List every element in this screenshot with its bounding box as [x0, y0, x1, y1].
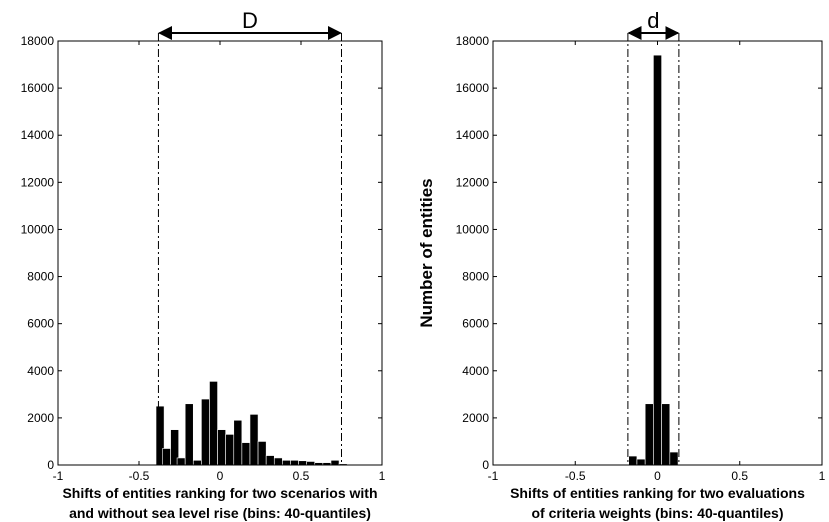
x-axis-label-line-2: and without sea level rise (bins: 40-qua… — [69, 505, 371, 521]
histogram-bar — [330, 459, 340, 466]
histogram-bar — [265, 455, 275, 466]
histogram-bar — [249, 414, 259, 466]
plot-frame — [492, 40, 823, 466]
y-tick-label: 12000 — [456, 175, 490, 189]
histogram-bar — [273, 457, 283, 466]
histogram-bars — [155, 381, 348, 466]
histogram-bar — [306, 461, 316, 466]
histogram-bar — [201, 398, 210, 466]
y-tick-label: 4000 — [462, 364, 489, 378]
y-tick-label: 16000 — [456, 81, 490, 95]
y-tick-label: 10000 — [21, 222, 55, 236]
x-tick-label: 0.5 — [293, 469, 310, 483]
span-label: D — [242, 8, 258, 33]
histogram-bar — [225, 434, 235, 466]
x-tick-label: 1 — [379, 469, 386, 483]
x-tick-label: -1 — [488, 469, 499, 483]
y-tick-label: 2000 — [462, 411, 489, 425]
x-tick-label: -1 — [53, 469, 64, 483]
x-axis-label-line-2: of criteria weights (bins: 40-quantiles) — [531, 505, 783, 521]
histogram-bar — [298, 460, 307, 466]
histogram-bar — [217, 429, 226, 466]
y-tick-label: 0 — [482, 458, 489, 472]
y-tick-label: 12000 — [21, 175, 55, 189]
y-axis-ticks: 0 2000 4000 6000 8000 10000 12000 14000 16000 180… — [21, 34, 382, 472]
x-tick-label: 0 — [654, 469, 661, 483]
y-axis-label: Number of entities — [417, 178, 436, 327]
x-tick-label: -0.5 — [565, 469, 586, 483]
span-label: d — [647, 8, 659, 33]
histogram-bars — [628, 54, 679, 466]
x-tick-label: 1 — [819, 469, 826, 483]
y-tick-label: 4000 — [27, 364, 54, 378]
histogram-bar — [290, 459, 299, 466]
histogram-bar — [257, 441, 267, 466]
histogram-bar — [184, 403, 194, 466]
y-tick-label: 16000 — [21, 81, 55, 95]
x-tick-label: 0 — [217, 469, 224, 483]
x-axis-ticks: -1 -0.5 0 0.5 1 — [53, 41, 386, 483]
histogram-bar — [661, 403, 671, 466]
x-axis-label-line-1: Shifts of entities ranking for two scena… — [62, 485, 377, 501]
histogram-bar — [162, 448, 171, 466]
histogram-bar — [644, 403, 654, 466]
y-tick-label: 2000 — [27, 411, 54, 425]
histogram-bar — [653, 54, 662, 466]
y-tick-label: 14000 — [21, 128, 55, 142]
x-axis-label-line-1: Shifts of entities ranking for two evalu… — [510, 485, 805, 501]
plot-frame — [57, 40, 383, 466]
span-marker-d-upper: D — [157, 8, 342, 465]
y-tick-label: 14000 — [456, 128, 490, 142]
histogram-bar — [176, 457, 186, 466]
y-tick-label: 6000 — [462, 317, 489, 331]
y-tick-label: 10000 — [456, 222, 490, 236]
histogram-bar — [669, 451, 679, 466]
y-axis-title: Number of entities — [417, 178, 436, 327]
histogram-bar — [241, 442, 251, 466]
histogram-bar — [282, 459, 291, 466]
histogram-bar — [233, 419, 243, 466]
histogram-bar — [192, 459, 202, 466]
histogram-bar — [636, 458, 646, 466]
y-tick-label: 6000 — [27, 317, 54, 331]
x-tick-label: -0.5 — [129, 469, 150, 483]
x-tick-label: 0.5 — [731, 469, 748, 483]
y-tick-label: 8000 — [462, 270, 489, 284]
y-axis-ticks: 0 2000 4000 6000 8000 10000 12000 14000 16000 180… — [456, 34, 822, 472]
y-tick-label: 8000 — [27, 270, 54, 284]
histogram-criteria-weights: Number of entities 0 2000 4000 6000 8000 1000… — [417, 8, 826, 521]
histogram-bar — [628, 455, 638, 466]
span-marker-d-lower: d — [627, 8, 680, 465]
histogram-bar — [209, 381, 218, 466]
y-tick-label: 0 — [47, 458, 54, 472]
y-tick-label: 18000 — [21, 34, 55, 48]
y-tick-label: 18000 — [456, 34, 490, 48]
histogram-sea-level-rise: 0 2000 4000 6000 8000 10000 12000 14000 16000 180… — [21, 8, 386, 521]
